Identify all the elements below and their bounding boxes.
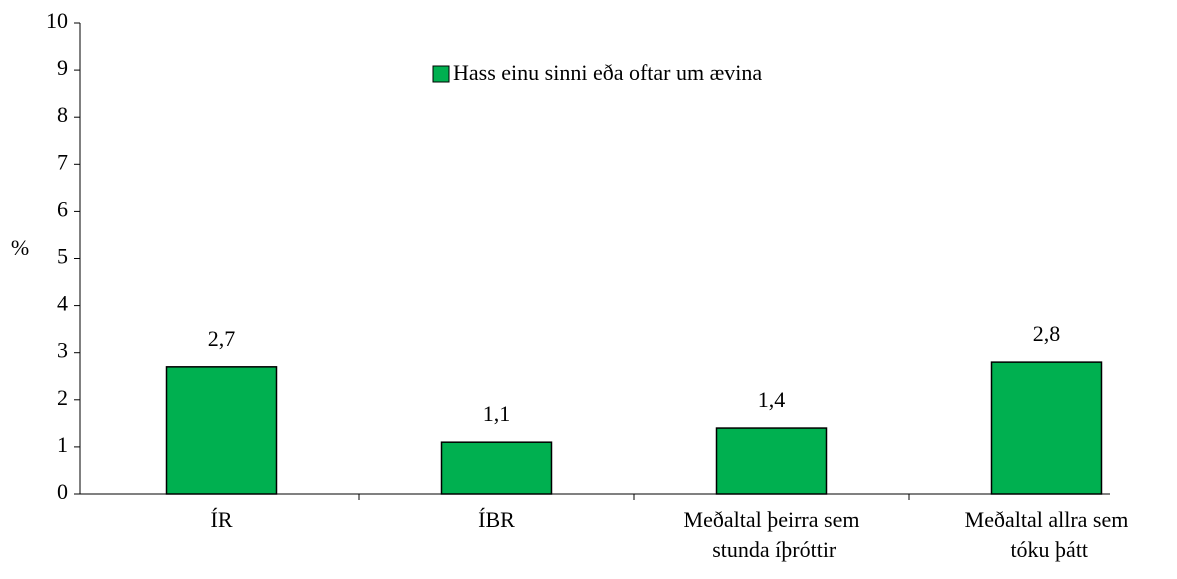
y-tick-label: 2 xyxy=(57,385,68,410)
y-axis-label: % xyxy=(11,235,29,260)
y-tick-label: 4 xyxy=(57,291,68,316)
y-tick-label: 7 xyxy=(57,149,68,174)
data-label: 2,8 xyxy=(1033,321,1061,346)
x-tick-label: Meðaltal þeirra sem stunda íþróttir xyxy=(684,507,860,562)
y-tick-label: 8 xyxy=(57,102,68,127)
legend-swatch xyxy=(432,65,450,83)
bar xyxy=(715,427,828,495)
y-tick-label: 10 xyxy=(46,8,68,33)
y-tick-label: 6 xyxy=(57,196,68,221)
x-tick-label: ÍR xyxy=(211,507,233,532)
data-label: 2,7 xyxy=(208,326,236,351)
y-tick-label: 3 xyxy=(57,338,68,363)
y-tick-label: 9 xyxy=(57,55,68,80)
x-tick-label: Meðaltal allra sem tóku þátt xyxy=(965,507,1129,562)
bar xyxy=(165,366,278,495)
bar xyxy=(990,361,1103,495)
data-label: 1,1 xyxy=(483,401,511,426)
y-tick-label: 5 xyxy=(57,244,68,269)
x-tick-label: ÍBR xyxy=(478,507,515,532)
bar xyxy=(440,441,553,495)
y-tick-label: 1 xyxy=(57,432,68,457)
y-tick-label: 0 xyxy=(57,479,68,504)
data-label: 1,4 xyxy=(758,387,786,412)
legend-label: Hass einu sinni eða oftar um ævina xyxy=(453,60,762,85)
